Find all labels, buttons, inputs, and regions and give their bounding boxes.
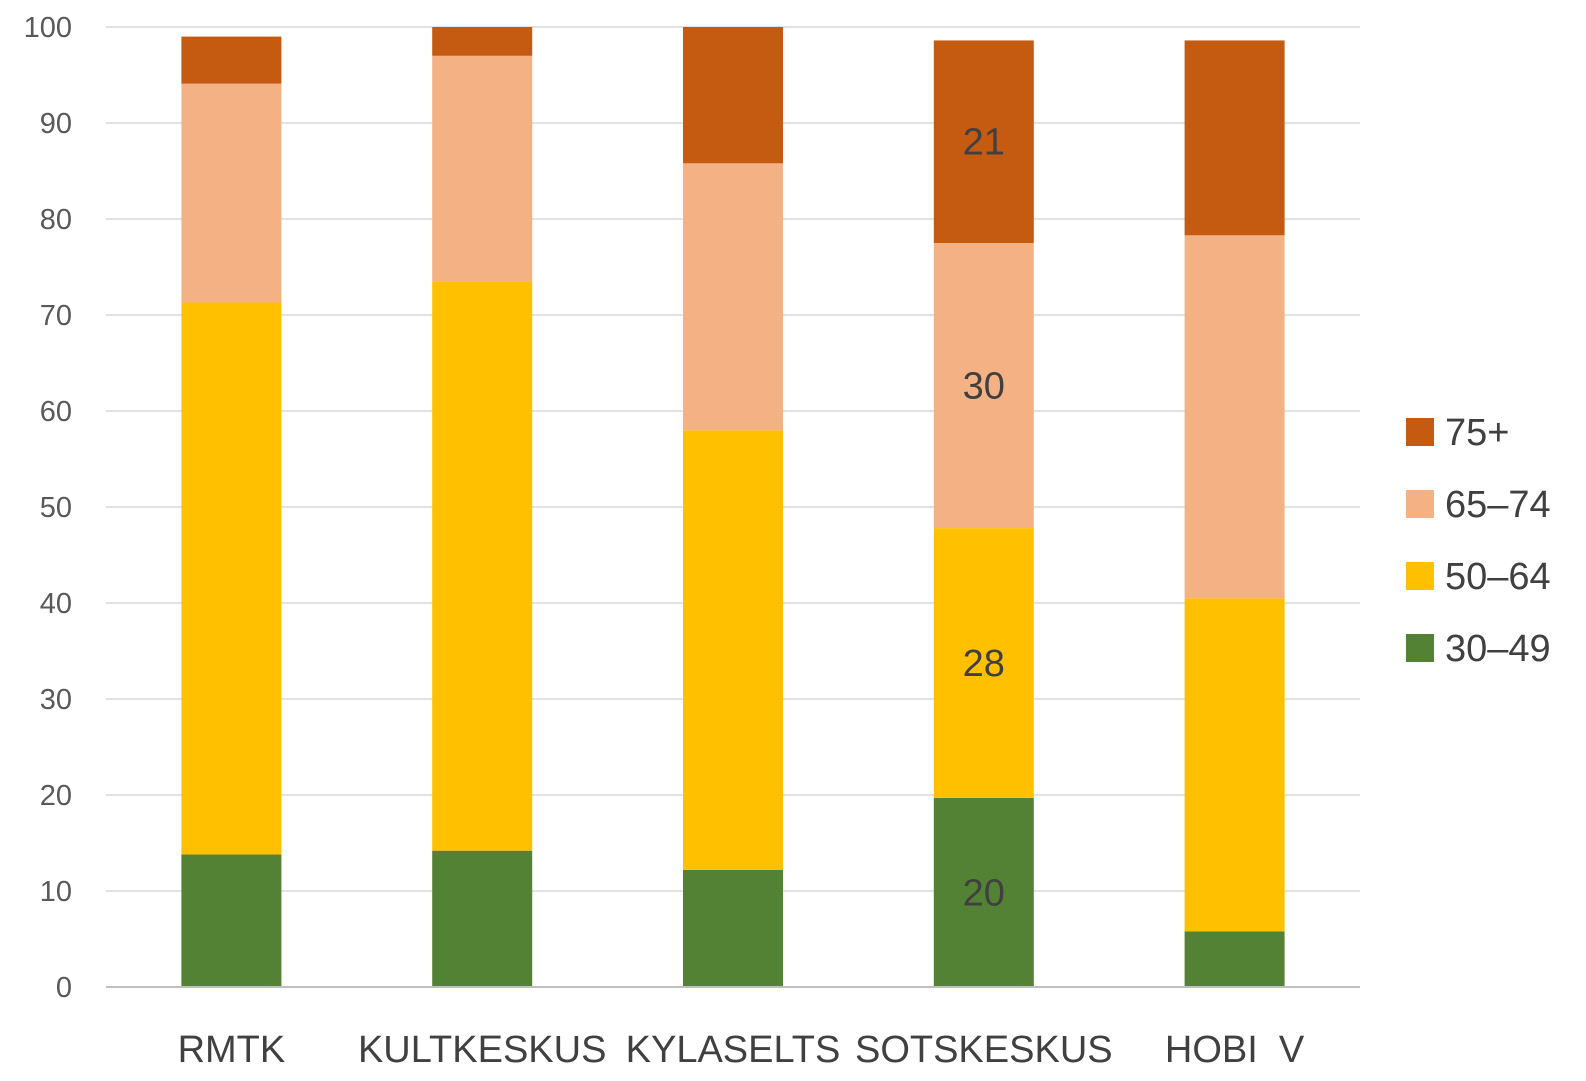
bar-sotskeskus-30-49	[933, 797, 1034, 987]
bar-sotskeskus-75	[933, 40, 1034, 243]
bar-hobi-v-65-74	[1184, 235, 1285, 599]
bar-segments	[181, 27, 1285, 987]
bar-sotskeskus-65-74	[933, 243, 1034, 529]
bar-kultkeskus-65-74	[432, 55, 533, 282]
bar-kylaselts-50-64	[683, 430, 783, 870]
y-tick-label-20: 20	[40, 780, 72, 812]
legend-label-65-74: 65–74	[1445, 484, 1551, 526]
y-tick-label-90: 90	[40, 108, 72, 140]
data-labels: 20 28 30 21	[963, 122, 1005, 915]
y-tick-label-30: 30	[40, 684, 72, 716]
y-tick-label-0: 0	[56, 972, 72, 1004]
legend-swatch-50-64	[1406, 562, 1434, 590]
bar-sotskeskus-50-64	[933, 528, 1034, 798]
bar-rmtk-30-49	[181, 854, 282, 987]
bar-rmtk-50-64	[181, 302, 282, 855]
bar-hobi-v-50-64	[1184, 598, 1285, 932]
legend-swatch-75	[1406, 418, 1434, 446]
x-label-kylaselts: KYLASELTS	[626, 1029, 841, 1071]
x-axis-category-labels: RMTK KULTKESKUS KYLASELTS SOTSKESKUS HOBI V	[178, 1029, 1305, 1071]
bar-kylaselts-75	[683, 27, 783, 164]
data-label-sotskeskus-65-74: 30	[963, 366, 1005, 408]
x-label-sotskeskus: SOTSKESKUS	[855, 1029, 1113, 1071]
bar-kultkeskus-75	[432, 27, 533, 56]
y-tick-label-70: 70	[40, 300, 72, 332]
bar-kultkeskus-30-49	[432, 850, 533, 987]
x-label-kultkeskus: KULTKESKUS	[358, 1029, 606, 1071]
bar-kylaselts-65-74	[683, 163, 783, 431]
legend-swatch-30-49	[1406, 634, 1434, 662]
y-axis-tick-labels: 0 10 20 30 40 50 60 70 80 90 100	[24, 12, 72, 1004]
bar-kylaselts-30-49	[683, 869, 783, 987]
y-tick-label-80: 80	[40, 204, 72, 236]
legend-label-30-49: 30–49	[1445, 628, 1551, 670]
bar-rmtk-65-74	[181, 83, 282, 303]
y-tick-label-100: 100	[24, 12, 72, 44]
bar-rmtk-75	[181, 36, 282, 84]
legend-label-75: 75+	[1445, 412, 1509, 454]
y-tick-label-40: 40	[40, 588, 72, 620]
legend-swatch-65-74	[1406, 490, 1434, 518]
x-label-hobi-v: HOBI V	[1165, 1029, 1305, 1071]
data-label-sotskeskus-30-49: 20	[963, 872, 1005, 914]
y-tick-label-60: 60	[40, 396, 72, 428]
y-tick-label-10: 10	[40, 876, 72, 908]
bar-kultkeskus-50-64	[432, 281, 533, 851]
y-tick-label-50: 50	[40, 492, 72, 524]
data-label-sotskeskus-75: 21	[963, 122, 1005, 164]
bar-hobi-v-75	[1184, 40, 1285, 236]
legend: 75+ 65–74 50–64 30–49	[1406, 412, 1551, 670]
legend-label-50-64: 50–64	[1445, 556, 1551, 598]
data-label-sotskeskus-50-64: 28	[963, 643, 1005, 685]
bar-hobi-v-30-49	[1184, 931, 1285, 987]
x-label-rmtk: RMTK	[178, 1029, 286, 1071]
